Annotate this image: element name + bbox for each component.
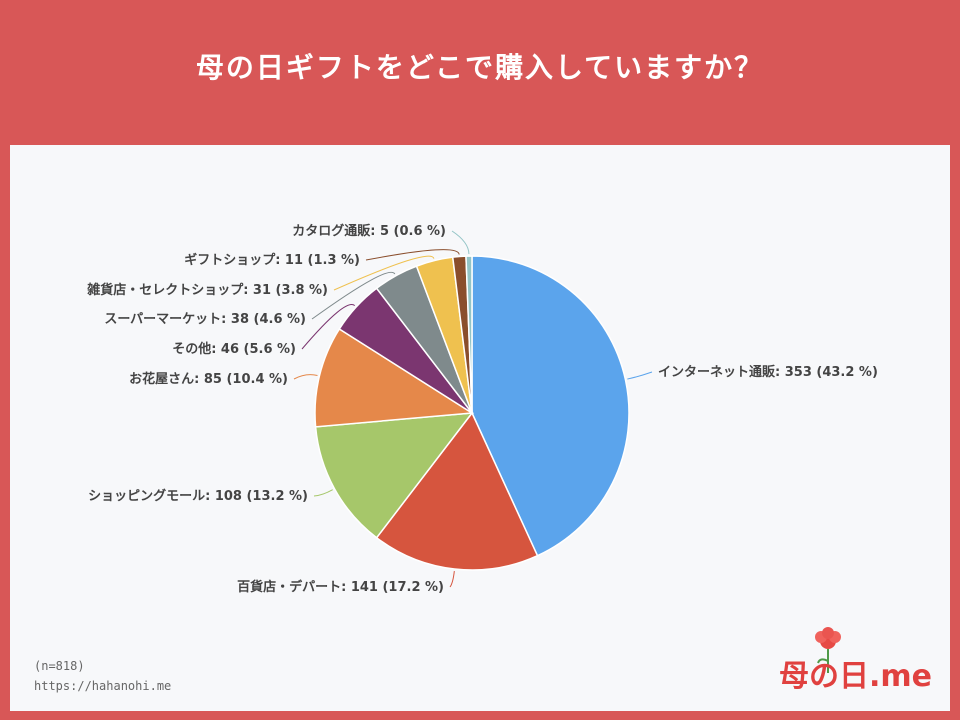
- slice-label: ショッピングモール: 108 (13.2 %): [88, 488, 308, 504]
- logo-text: 母の日.me: [778, 659, 932, 694]
- pie-slice: [314, 412, 474, 539]
- source-url: https://hahanohi.me: [34, 679, 172, 693]
- pie-slice: [465, 255, 473, 414]
- leader-line: [449, 570, 455, 588]
- slice-label: スーパーマーケット: 38 (4.6 %): [104, 312, 306, 327]
- sample-size-note: (n=818): [34, 659, 85, 673]
- page-title: 母の日ギフトをどこで購入していますか？: [195, 50, 765, 84]
- leader-line: [301, 304, 356, 350]
- pie-chart: インターネット通販: 353 (43.2 %) 百貨店・デパート: 141 (17…: [86, 223, 878, 595]
- pie-slice: [314, 327, 475, 428]
- pie-slice: [375, 411, 539, 571]
- chart-panel: インターネット通販: 353 (43.2 %) 百貨店・デパート: 141 (17…: [10, 145, 950, 711]
- title-bar: 母の日ギフトをどこで購入していますか？: [0, 0, 960, 145]
- site-logo: 母の日.me: [762, 627, 932, 699]
- slice-label: インターネット通販: 353 (43.2 %): [658, 364, 878, 380]
- leader-line: [293, 374, 318, 380]
- carnation-icon: [815, 627, 841, 673]
- leader-line: [365, 249, 460, 261]
- leader-line: [313, 489, 333, 497]
- leader-line: [311, 271, 396, 320]
- leader-line: [451, 230, 470, 255]
- leader-line: [627, 371, 653, 380]
- pie-slice: [471, 255, 630, 557]
- slice-label: お花屋さん: 85 (10.4 %): [129, 371, 288, 387]
- slice-label: その他: 46 (5.6 %): [172, 341, 296, 357]
- slice-label: 百貨店・デパート: 141 (17.2 %): [237, 579, 444, 595]
- leader-line: [333, 255, 435, 291]
- slice-label: カタログ通販: 5 (0.6 %): [292, 223, 446, 239]
- slice-label: ギフトショップ: 11 (1.3 %): [184, 252, 360, 268]
- slice-label: 雑貨店・セレクトショップ: 31 (3.8 %): [86, 282, 328, 298]
